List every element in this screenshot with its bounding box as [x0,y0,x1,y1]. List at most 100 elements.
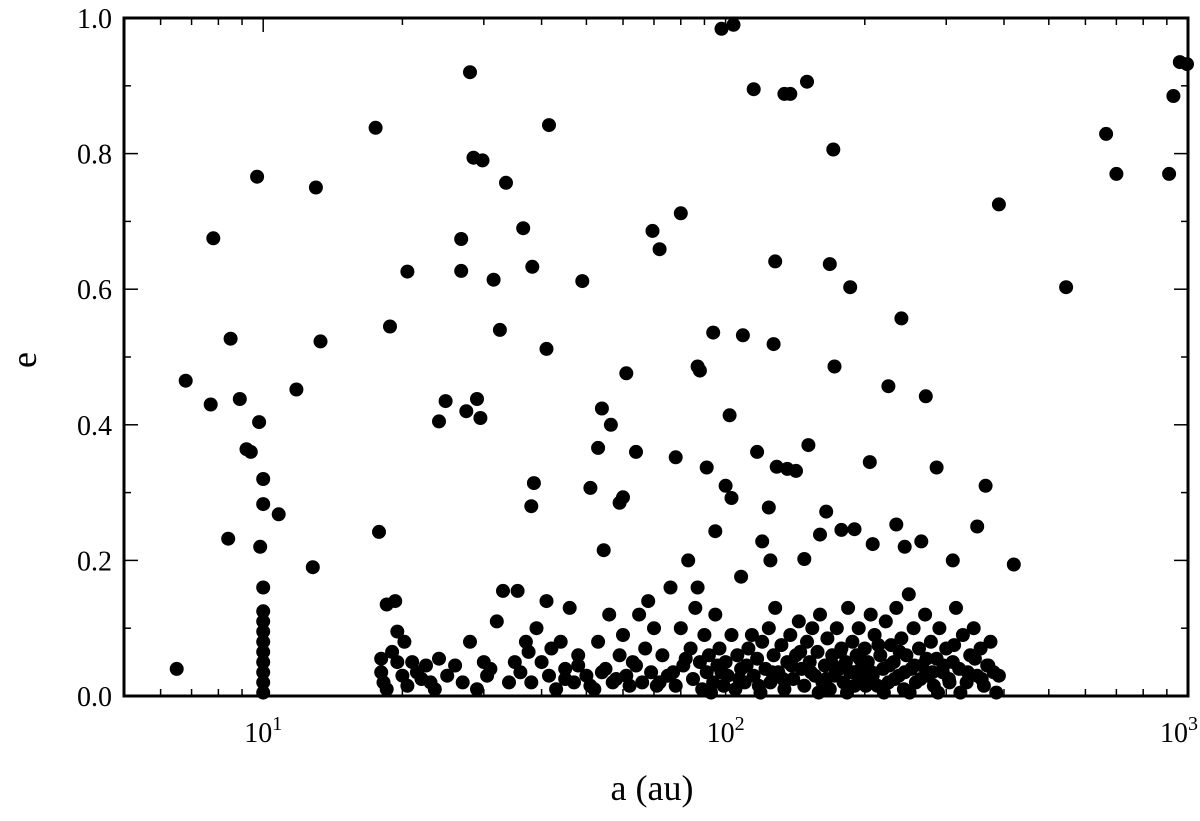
data-point [768,600,783,615]
data-point [918,389,933,404]
data-point [906,621,921,636]
data-point [558,661,573,676]
data-point [256,644,271,659]
data-point [571,648,586,663]
data-point [397,634,412,649]
data-point [827,359,842,374]
data-point [383,319,397,334]
data-point [847,522,862,537]
data-point [644,665,659,680]
data-point [521,644,536,659]
data-point [841,600,856,615]
data-point [638,641,653,656]
data-point [603,417,618,432]
data-point [983,634,998,649]
data-point [887,672,902,686]
data-point [734,569,749,584]
data-point [1059,280,1074,295]
data-point [525,259,540,274]
data-point [594,401,609,416]
data-point [432,414,446,429]
data-point [459,404,474,419]
y-tick-label: 0.4 [77,411,112,442]
x-tick-label: 101 [244,713,282,749]
data-point [783,86,798,101]
data-point [419,658,433,673]
data-point [473,411,488,425]
data-point [881,379,896,394]
data-point [602,607,617,622]
data-point [718,478,733,493]
data-point [400,264,415,279]
data-point [701,648,716,663]
data-point [889,517,904,532]
data-point [829,621,844,636]
data-point [243,444,258,459]
data-point [427,682,442,697]
data-point [440,668,455,683]
data-point [925,665,940,680]
data-point [978,478,993,493]
data-point [724,628,739,642]
data-point [783,628,798,642]
data-point [647,621,661,636]
data-point [666,665,681,680]
data-point [516,221,531,236]
data-point [793,644,808,659]
data-point [865,537,880,552]
data-point [741,641,756,656]
data-point [475,153,490,168]
data-point [496,583,510,598]
data-point [655,648,670,663]
data-point [256,472,271,486]
data-point [1162,166,1177,181]
data-point [901,587,916,602]
data-point [834,522,849,537]
data-point [668,450,683,465]
data-point [913,672,928,686]
data-point [668,678,683,693]
data-point [755,634,770,649]
data-point [862,455,877,470]
data-point [635,675,650,690]
data-point [820,631,835,646]
data-point [542,668,556,683]
data-point [955,628,970,642]
data-point [722,408,737,423]
data-point [802,655,817,670]
data-point [991,197,1006,212]
data-point [609,672,624,686]
data-point [368,120,383,135]
data-point [914,534,929,549]
data-point [800,74,814,89]
data-point [746,82,761,97]
data-point [400,678,415,693]
data-point [313,334,328,349]
data-point [882,658,897,673]
data-point [454,263,469,278]
tick-labels: 0.0 0.2 0.4 0.6 0.8 1.0 101 102 103 [77,4,1198,749]
data-point [697,628,712,642]
data-point [438,394,453,409]
data-point [801,438,816,453]
data-point [388,594,403,609]
data-point [542,118,556,133]
data-point [789,463,803,478]
data-point [673,621,688,636]
data-point [739,658,754,673]
data-point [819,672,834,686]
data-point [775,672,790,686]
data-point [699,665,714,680]
data-point [699,460,714,475]
data-point [583,480,598,495]
data-point [256,665,271,680]
data-point [678,651,693,666]
data-point [712,641,727,656]
data-point [1006,557,1021,572]
data-point [507,655,522,670]
data-point [499,175,513,190]
data-point [774,638,789,653]
data-point [1099,126,1114,141]
data-point [819,504,834,519]
